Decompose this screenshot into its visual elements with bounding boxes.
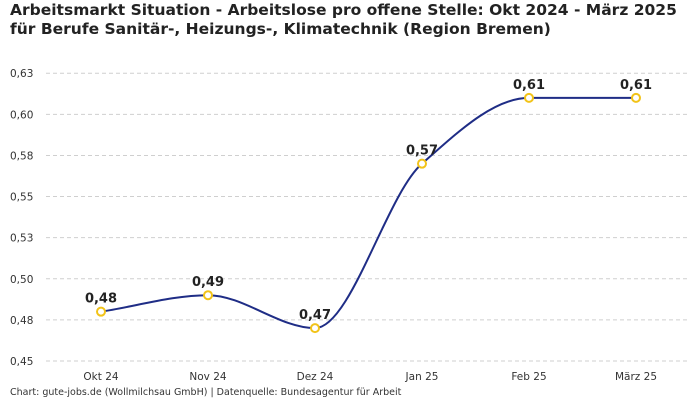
x-tick-label: Okt 24 — [83, 371, 118, 383]
data-point-marker[interactable] — [417, 158, 427, 169]
chart-title: Arbeitsmarkt Situation - Arbeitslose pro… — [10, 1, 677, 38]
y-axis: 0,45 0,48 0,50 0,53 0,55 0,58 0,60 0,63 — [10, 68, 33, 368]
y-tick-label: 0,60 — [10, 109, 33, 121]
data-labels: 0,48 0,49 0,47 0,57 0,61 0,61 — [85, 78, 652, 323]
x-tick-label: Feb 25 — [511, 371, 546, 383]
series-line — [100, 96, 636, 330]
x-tick-label: Jan 25 — [405, 371, 439, 383]
y-tick-label: 0,58 — [10, 150, 33, 162]
y-tick-label: 0,53 — [10, 233, 33, 245]
data-point-marker[interactable] — [310, 323, 320, 334]
y-tick-label: 0,55 — [10, 192, 33, 204]
data-point-marker[interactable] — [524, 92, 534, 103]
y-tick-label: 0,48 — [10, 315, 33, 327]
y-tick-label: 0,50 — [10, 274, 33, 286]
data-label: 0,61 — [513, 78, 545, 93]
x-tick-label: Dez 24 — [297, 371, 334, 383]
y-tick-label: 0,45 — [10, 356, 33, 368]
data-points — [96, 92, 641, 334]
grid-lines — [46, 72, 690, 362]
y-tick-label: 0,63 — [10, 68, 33, 80]
data-label: 0,57 — [406, 144, 438, 159]
data-point-marker[interactable] — [203, 290, 213, 301]
data-label: 0,47 — [299, 308, 331, 323]
source-note: Chart: gute-jobs.de (Wollmilchsau GmbH) … — [10, 387, 402, 398]
data-label: 0,61 — [620, 78, 652, 93]
x-tick-label: März 25 — [615, 371, 657, 383]
data-label: 0,49 — [192, 275, 224, 290]
data-point-marker[interactable] — [631, 92, 641, 103]
x-axis: Okt 24 Nov 24 Dez 24 Jan 25 Feb 25 März 25 — [83, 371, 657, 383]
x-tick-label: Nov 24 — [189, 371, 227, 383]
data-label: 0,48 — [85, 292, 117, 307]
data-point-marker[interactable] — [96, 306, 106, 317]
